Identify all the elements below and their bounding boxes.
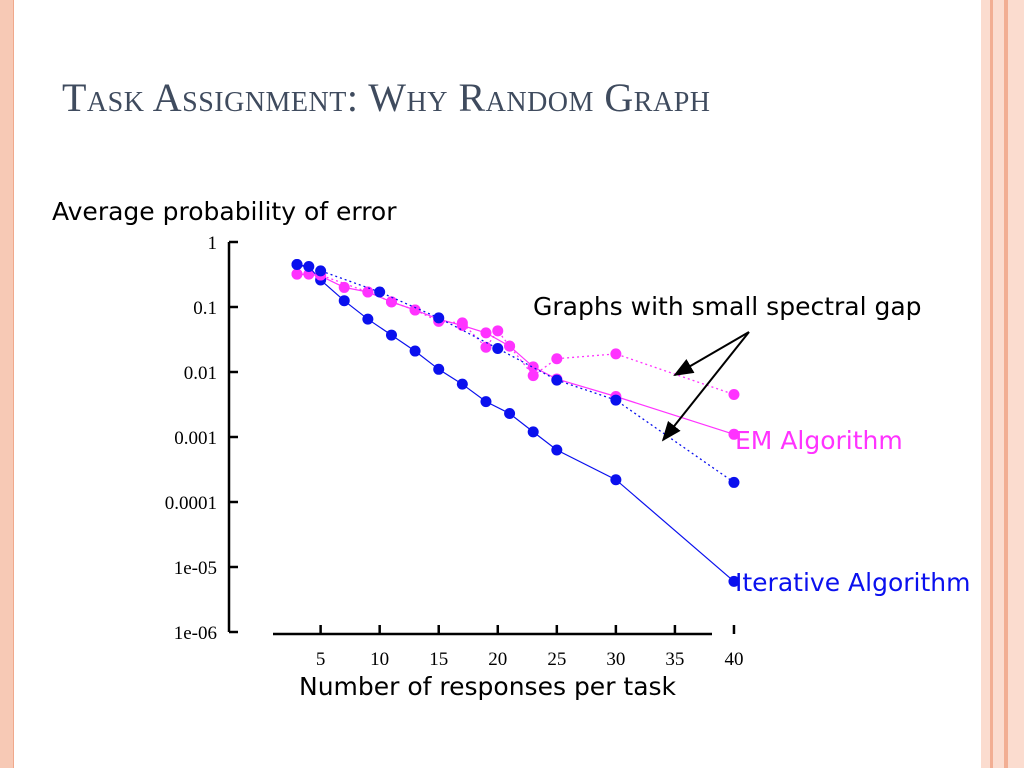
- data-point: [551, 374, 563, 386]
- data-point: [409, 345, 421, 357]
- annotation-layer: Graphs with small spectral gap EM Algori…: [533, 292, 970, 597]
- y-tick-label: 0.0001: [165, 493, 217, 514]
- data-point: [492, 342, 504, 354]
- data-point: [291, 268, 303, 280]
- y-tick-label: 1e-05: [174, 558, 217, 579]
- x-tick-label: 5: [316, 649, 326, 670]
- x-tick-label: 30: [606, 649, 625, 670]
- data-point: [610, 394, 622, 406]
- data-point: [456, 317, 468, 329]
- spectral-gap-annotation: Graphs with small spectral gap: [533, 292, 922, 321]
- data-point: [433, 312, 445, 324]
- series-line: [296, 273, 735, 396]
- data-point: [480, 396, 492, 408]
- y-tick-label: 1e-06: [174, 623, 217, 644]
- right-border-stripe: [990, 0, 993, 768]
- data-point: [433, 363, 445, 375]
- data-point: [362, 286, 374, 298]
- x-tick-label: 15: [429, 649, 448, 670]
- data-point: [551, 444, 563, 456]
- y-axis-label: Average probability of error: [52, 197, 397, 226]
- data-point: [303, 260, 315, 272]
- data-point: [610, 474, 622, 486]
- error-rate-chart: Average probability of error 1 0.1 0.01 0.0…: [52, 197, 970, 701]
- data-point: [338, 281, 350, 293]
- annotation-arrow: [673, 331, 750, 376]
- data-point: [480, 341, 492, 353]
- x-tick-label: 20: [488, 649, 507, 670]
- data-point: [362, 313, 374, 325]
- data-point: [504, 407, 516, 419]
- x-tick-label: 10: [370, 649, 389, 670]
- data-point: [291, 259, 303, 271]
- x-tick-label: 40: [724, 649, 743, 670]
- series-layer: [291, 259, 740, 587]
- axes: 1 0.1 0.01 0.001 0.0001 1e-05 1e-06 5 10 15 20 25 30…: [165, 233, 744, 670]
- data-point: [480, 327, 492, 339]
- data-point: [385, 296, 397, 308]
- data-point: [610, 348, 622, 360]
- data-point: [315, 265, 327, 277]
- data-point: [338, 295, 350, 307]
- data-point: [504, 340, 516, 352]
- right-border-stripe: [1004, 0, 1008, 768]
- data-point: [492, 325, 504, 337]
- data-point: [728, 476, 740, 488]
- slide-title: Task Assignment: Why Random Graph: [62, 75, 711, 120]
- data-point: [409, 304, 421, 316]
- left-border-line: [13, 0, 14, 768]
- series-dotted: [291, 268, 740, 401]
- right-border: [981, 0, 1024, 768]
- data-point: [385, 329, 397, 341]
- data-point: [728, 389, 740, 401]
- series-dotted: [291, 259, 740, 488]
- iterative-algorithm-label: Iterative Algorithm: [735, 568, 970, 597]
- data-point: [456, 378, 468, 390]
- data-point: [551, 353, 563, 365]
- data-point: [728, 575, 740, 587]
- y-tick-label: 0.001: [174, 428, 217, 449]
- y-tick-label: 0.1: [193, 298, 217, 319]
- x-axis-label: Number of responses per task: [299, 672, 677, 701]
- chart-figure: Average probability of error 1 0.1 0.01 0.0…: [14, 180, 981, 768]
- data-point: [527, 426, 539, 438]
- left-border: [0, 0, 13, 768]
- data-point: [527, 370, 539, 382]
- data-point: [728, 428, 740, 440]
- x-tick-label: 35: [665, 649, 684, 670]
- x-tick-label: 25: [547, 649, 566, 670]
- annotation-arrow: [661, 331, 750, 442]
- y-tick-label: 0.01: [184, 363, 217, 384]
- data-point: [374, 286, 386, 298]
- y-tick-label: 1: [208, 233, 218, 254]
- em-algorithm-label: EM Algorithm: [735, 426, 903, 455]
